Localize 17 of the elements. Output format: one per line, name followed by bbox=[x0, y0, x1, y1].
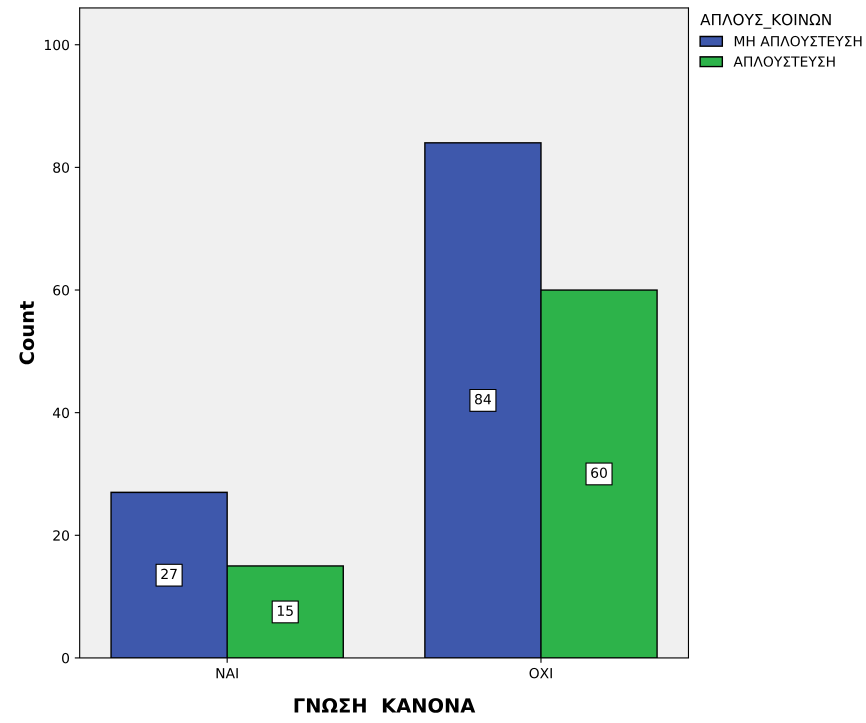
data-label: 84 bbox=[475, 394, 491, 404]
y-tick-label: 100 bbox=[44, 40, 70, 50]
y-tick-label: 80 bbox=[53, 162, 70, 173]
y-tick-label: 40 bbox=[52, 408, 70, 418]
legend-label: ΑΠΛΟΥΣΤΕΥΣΗ bbox=[734, 56, 835, 67]
data-label: 15 bbox=[278, 606, 293, 616]
y-axis-title: Count bbox=[19, 301, 34, 364]
x-tick-label: ΟΧΙ bbox=[529, 668, 552, 678]
data-label: 27 bbox=[161, 568, 177, 579]
data-label: 60 bbox=[591, 468, 607, 478]
legend-title: ΑΠΛΟΥΣ_ΚΟΙΝΩΝ bbox=[700, 14, 831, 29]
y-tick-label: 0 bbox=[62, 652, 70, 664]
y-tick-label: 60 bbox=[53, 284, 70, 296]
legend-label: ΜΗ ΑΠΛΟΥΣΤΕΥΣΗ bbox=[734, 36, 862, 46]
x-axis-title: ΓΝΩΣΗ ΚΑΝΟΝΑ bbox=[294, 698, 476, 713]
x-tick-label: ΝΑΙ bbox=[216, 668, 238, 678]
y-tick-label: 20 bbox=[53, 530, 70, 541]
